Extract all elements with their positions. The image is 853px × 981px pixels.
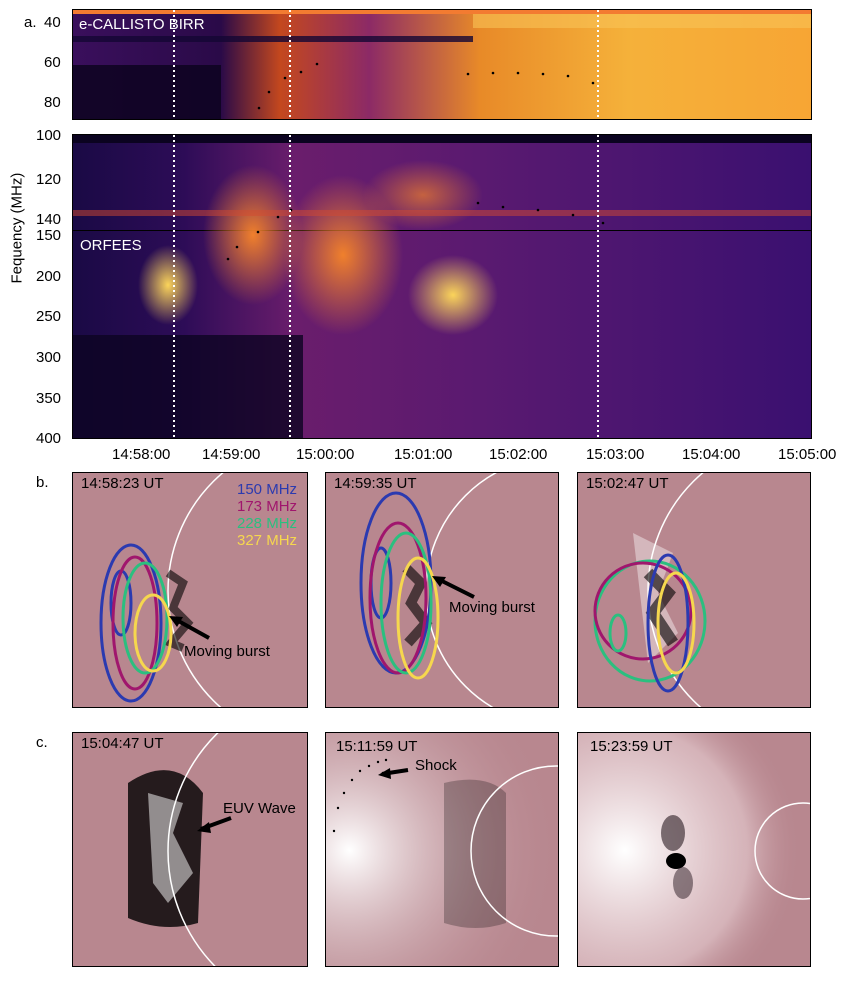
legend-173: 173 MHz xyxy=(237,498,298,515)
x-tick: 15:05:00 xyxy=(778,446,837,463)
euv-image-c3-graphic xyxy=(578,733,810,966)
moving-burst-annotation: Moving burst xyxy=(184,643,270,660)
y-tick: 60 xyxy=(44,54,61,71)
timestamp: 14:59:35 UT xyxy=(334,475,417,492)
y-axis-label: Fequency (MHz) xyxy=(8,172,26,284)
y-tick: 120 xyxy=(36,171,62,188)
euv-image-c2: 15:11:59 UT Shock xyxy=(325,732,559,967)
x-tick: 15:02:00 xyxy=(489,446,548,463)
callisto-spectrogram: e-CALLISTO BIRR xyxy=(72,9,812,120)
y-tick: 300 xyxy=(36,349,62,366)
y-tick: 250 xyxy=(36,308,62,325)
orfees-spectrogram-image xyxy=(73,135,811,438)
shock-annotation: Shock xyxy=(415,757,457,774)
callisto-label: e-CALLISTO BIRR xyxy=(79,16,205,33)
y-tick: 200 xyxy=(36,268,62,285)
euv-image-c1: 15:04:47 UT EUV Wave xyxy=(72,732,308,967)
x-tick: 15:03:00 xyxy=(586,446,645,463)
x-tick: 15:01:00 xyxy=(394,446,453,463)
y-tick: 140 xyxy=(36,211,62,228)
orfees-spectrogram: ORFEES xyxy=(72,134,812,439)
euv-image-b3 xyxy=(593,473,707,707)
timestamp: 15:02:47 UT xyxy=(586,475,669,492)
x-tick: 15:04:00 xyxy=(682,446,741,463)
y-tick: 100 xyxy=(36,127,62,144)
moving-burst-annotation: Moving burst xyxy=(449,599,535,616)
radio-image-b3: 15:02:47 UT xyxy=(577,472,811,708)
timestamp: 15:23:59 UT xyxy=(590,738,673,755)
euv-image-b1 xyxy=(99,473,224,707)
y-tick: 150 xyxy=(36,227,62,244)
x-tick: 14:58:00 xyxy=(112,446,171,463)
timestamp: 15:11:59 UT xyxy=(336,738,418,755)
legend-327: 327 MHz xyxy=(237,532,298,549)
x-tick: 15:00:00 xyxy=(296,446,355,463)
x-tick: 14:59:00 xyxy=(202,446,261,463)
y-tick: 80 xyxy=(44,94,61,111)
panel-a-label: a. xyxy=(24,14,37,31)
legend-150: 150 MHz xyxy=(237,481,298,498)
euv-image-c3: 15:23:59 UT xyxy=(577,732,811,967)
euv-image-c2-graphic xyxy=(326,733,558,966)
y-tick: 350 xyxy=(36,390,62,407)
radio-image-b1: 14:58:23 UT Moving burst 150 MHz 173 MHz… xyxy=(72,472,308,708)
timestamp: 14:58:23 UT xyxy=(81,475,164,492)
callisto-spectrogram-image xyxy=(73,10,811,119)
orfees-label: ORFEES xyxy=(80,237,142,254)
timestamp: 15:04:47 UT xyxy=(81,735,164,752)
panel-c-label: c. xyxy=(36,734,48,751)
y-tick: 40 xyxy=(44,14,61,31)
panel-b-label: b. xyxy=(36,474,49,491)
euv-wave-annotation: EUV Wave xyxy=(223,800,296,817)
euv-image-c1-graphic xyxy=(128,733,232,966)
legend-228: 228 MHz xyxy=(237,515,298,532)
euv-image-b2 xyxy=(359,473,498,707)
legend: 150 MHz 173 MHz 228 MHz 327 MHz xyxy=(237,481,297,549)
y-tick: 400 xyxy=(36,430,62,447)
radio-image-b2: 14:59:35 UT Moving burst xyxy=(325,472,559,708)
